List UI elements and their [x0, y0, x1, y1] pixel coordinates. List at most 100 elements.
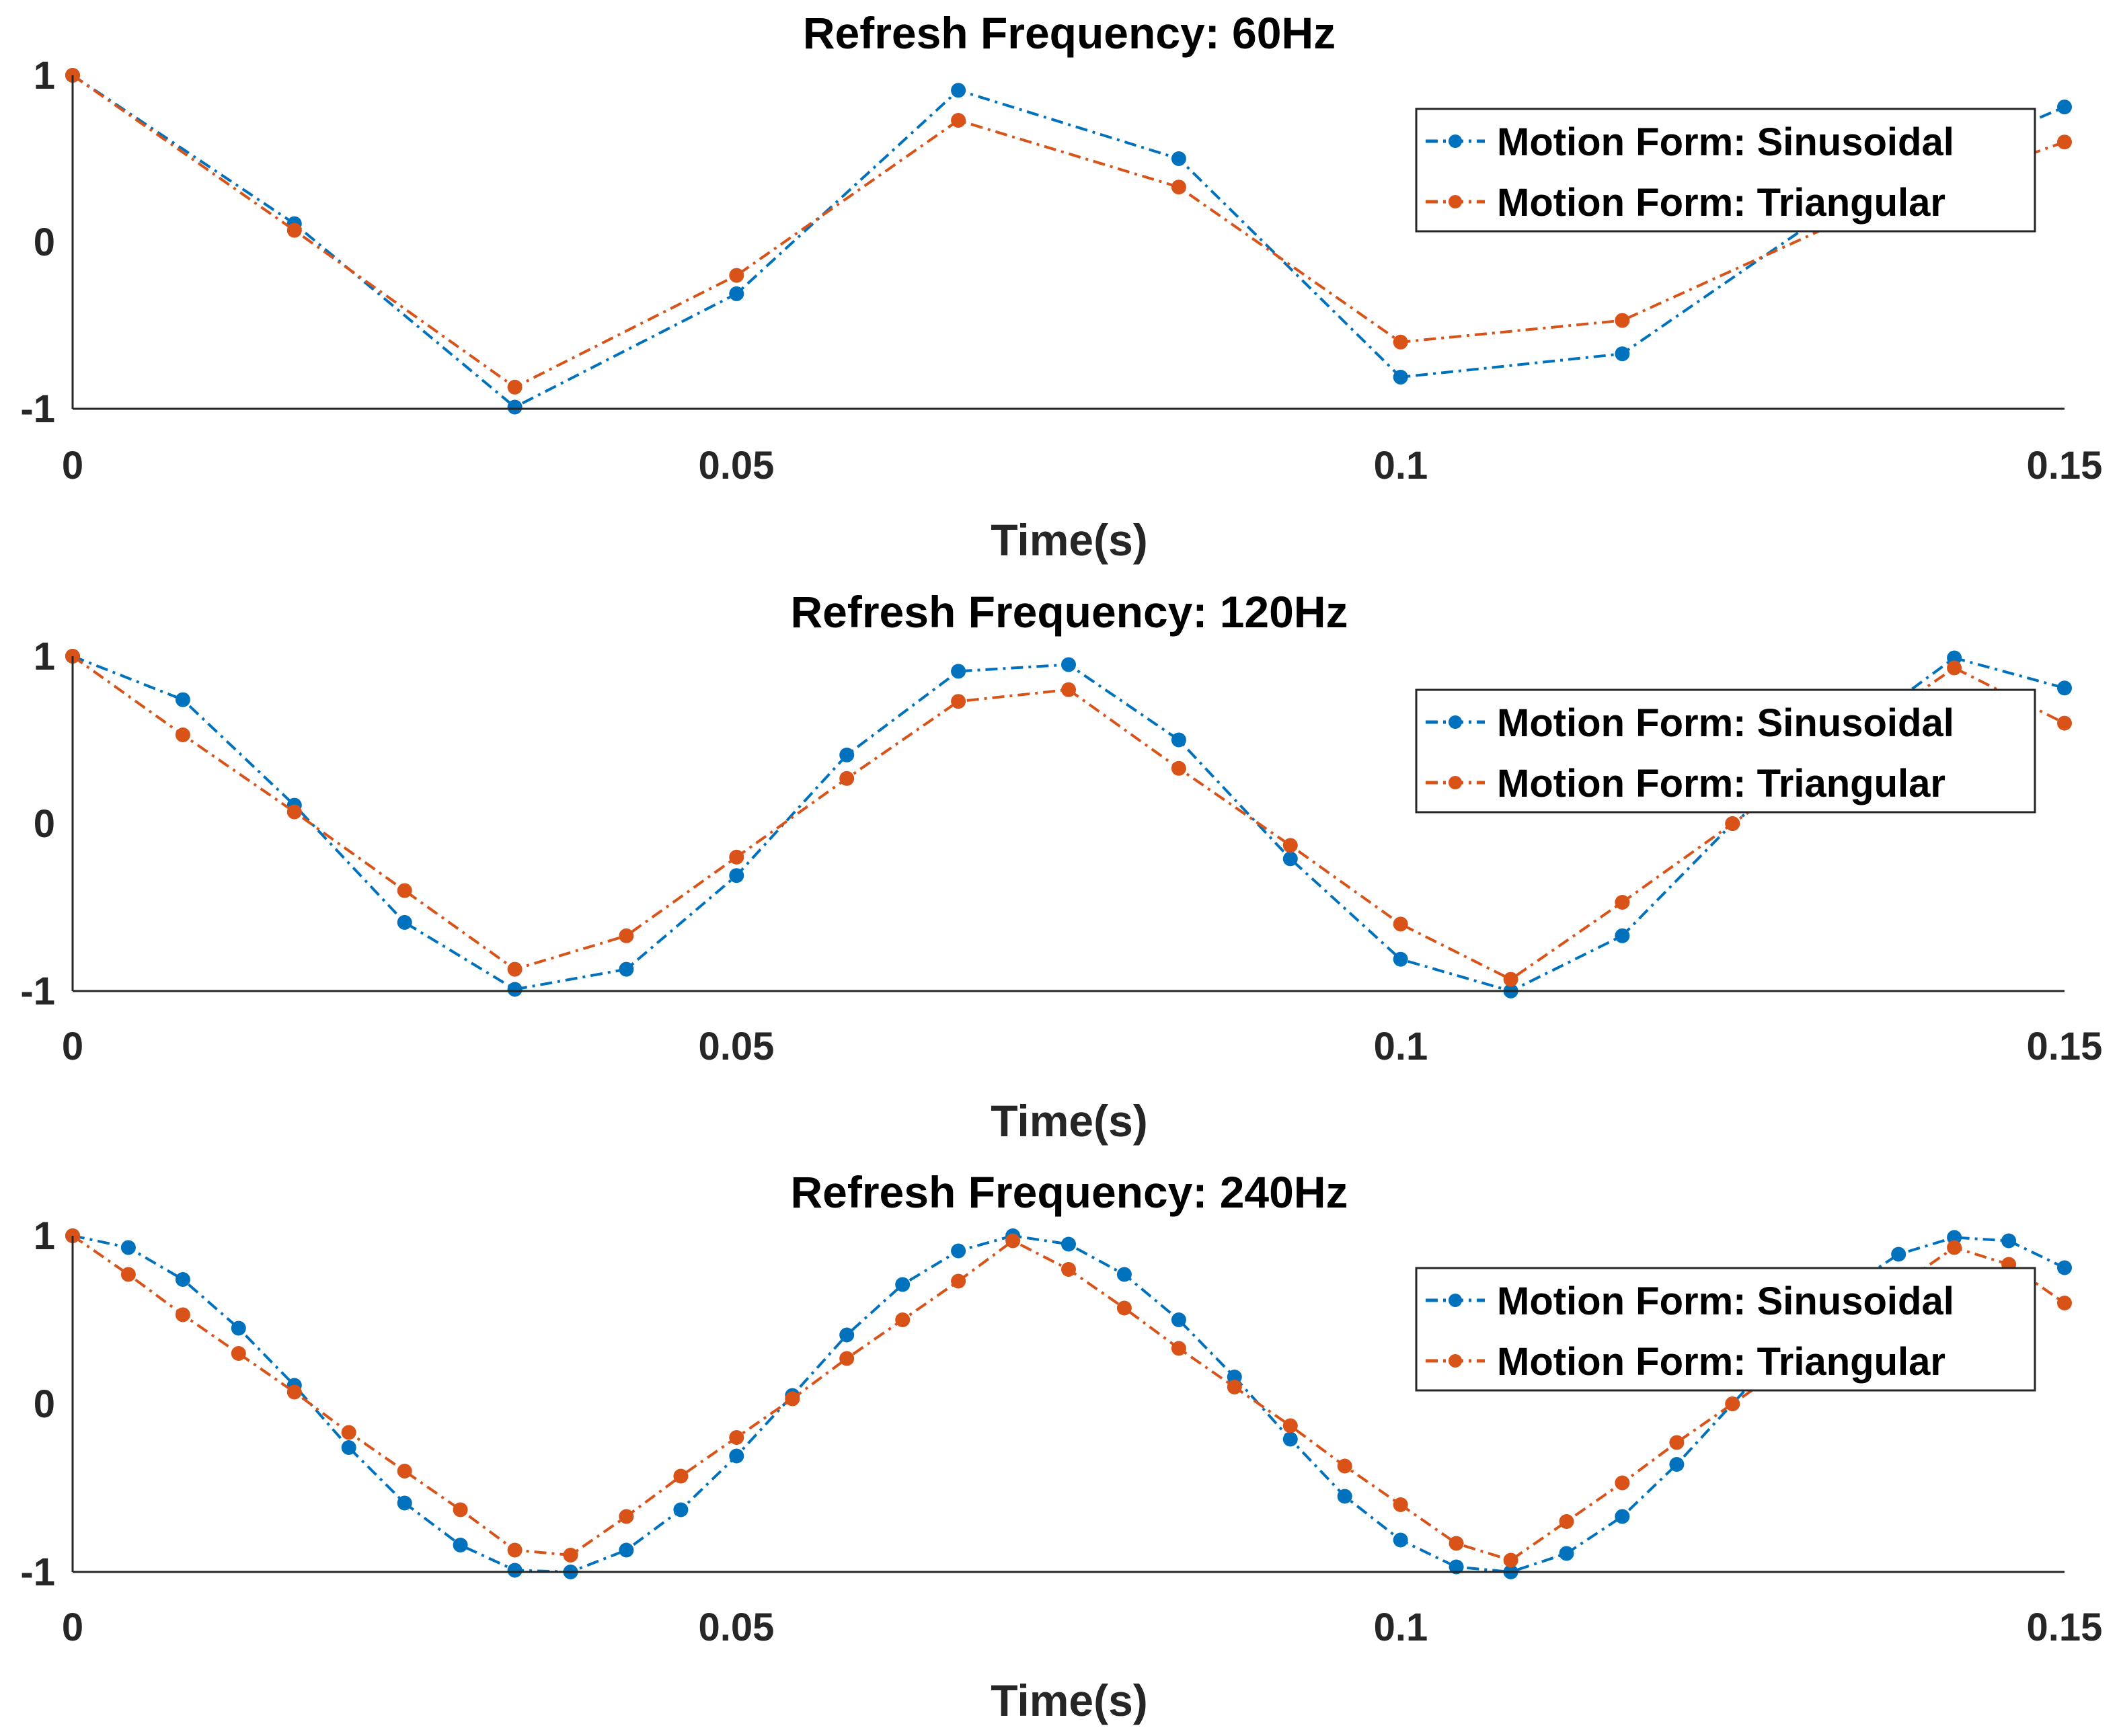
data-point-sinusoidal — [1615, 1509, 1630, 1524]
data-point-sinusoidal — [619, 1542, 634, 1558]
data-point-triangular — [1171, 1341, 1186, 1356]
data-point-triangular — [1559, 1514, 1574, 1529]
data-point-sinusoidal — [2001, 1233, 2017, 1249]
data-point-sinusoidal — [1171, 732, 1186, 748]
legend-label-sinusoidal: Motion Form: Sinusoidal — [1497, 120, 1954, 164]
data-point-sinusoidal — [175, 1272, 190, 1287]
legend-marker-triangular — [1449, 195, 1462, 208]
data-point-triangular — [1615, 313, 1630, 328]
legend-marker-sinusoidal — [1449, 715, 1462, 729]
chart-panel-120hz: Refresh Frequency: 120Hz 1 0 -1 0 0.05 0… — [20, 587, 2102, 1146]
data-point-sinusoidal — [951, 664, 966, 679]
y-tick-label: 1 — [34, 635, 55, 678]
data-point-triangular — [729, 1430, 744, 1445]
data-point-triangular — [839, 1351, 855, 1366]
data-point-triangular — [673, 1468, 689, 1484]
x-axis-label: Time(s) — [991, 1675, 1148, 1725]
data-point-sinusoidal — [1559, 1546, 1574, 1561]
data-point-triangular — [175, 1307, 190, 1323]
data-point-triangular — [1393, 1497, 1408, 1512]
data-point-sinusoidal — [729, 1448, 744, 1464]
chart-title: Refresh Frequency: 120Hz — [791, 587, 1348, 637]
data-point-sinusoidal — [619, 961, 634, 977]
data-point-triangular — [785, 1391, 800, 1407]
data-point-triangular — [729, 849, 744, 865]
y-tick-label: -1 — [20, 1550, 55, 1594]
y-tick-label: 1 — [34, 54, 55, 97]
legend-label-triangular: Motion Form: Triangular — [1497, 1340, 1945, 1384]
data-point-triangular — [729, 268, 744, 283]
data-point-triangular — [286, 804, 302, 820]
data-point-sinusoidal — [231, 1320, 246, 1336]
chart-title: Refresh Frequency: 240Hz — [791, 1167, 1348, 1217]
x-tick-label: 0 — [62, 444, 83, 487]
data-point-triangular — [619, 928, 634, 943]
data-point-sinusoidal — [1891, 1247, 1906, 1262]
data-point-triangular — [1171, 760, 1186, 776]
legend-label-triangular: Motion Form: Triangular — [1497, 762, 1945, 805]
data-point-sinusoidal — [951, 83, 966, 98]
data-point-triangular — [951, 1273, 966, 1289]
data-point-triangular — [1615, 895, 1630, 910]
data-point-triangular — [453, 1502, 468, 1517]
data-point-sinusoidal — [729, 868, 744, 883]
x-tick-label: 0.05 — [699, 444, 775, 487]
data-point-triangular — [1005, 1233, 1021, 1249]
data-point-triangular — [1061, 1262, 1076, 1277]
x-axis-label: Time(s) — [991, 515, 1148, 565]
data-point-triangular — [1116, 1300, 1132, 1316]
data-point-triangular — [1725, 1396, 1740, 1411]
data-point-sinusoidal — [1282, 851, 1298, 867]
data-point-triangular — [1061, 682, 1076, 697]
data-point-triangular — [175, 727, 190, 742]
data-point-triangular — [951, 694, 966, 709]
x-tick-label: 0.15 — [2027, 1025, 2103, 1068]
data-point-sinusoidal — [507, 982, 523, 997]
data-point-triangular — [1449, 1536, 1464, 1551]
data-point-sinusoidal — [839, 747, 855, 762]
data-point-triangular — [1337, 1458, 1352, 1474]
legend-marker-sinusoidal — [1449, 1294, 1462, 1307]
data-point-triangular — [507, 379, 523, 395]
legend-box — [1415, 1267, 2036, 1392]
data-point-sinusoidal — [1116, 1267, 1132, 1282]
data-point-sinusoidal — [175, 692, 190, 707]
data-point-sinusoidal — [2057, 680, 2072, 696]
data-point-sinusoidal — [507, 1563, 523, 1578]
data-point-sinusoidal — [1669, 1457, 1685, 1472]
data-point-triangular — [1947, 1240, 1962, 1255]
plot-area — [65, 1228, 2072, 1579]
legend-box — [1415, 108, 2036, 233]
x-tick-label: 0.15 — [2027, 1606, 2103, 1649]
legend: Motion Form: Sinusoidal Motion Form: Tri… — [1415, 1267, 2036, 1392]
data-point-triangular — [286, 1384, 302, 1400]
chart-panel-60hz: Refresh Frequency: 60Hz 1 0 -1 0 0.05 0.… — [20, 8, 2102, 565]
y-tick-label: -1 — [20, 387, 55, 431]
data-point-sinusoidal — [951, 1243, 966, 1259]
x-tick-label: 0.1 — [1374, 1606, 1428, 1649]
x-axis-label: Time(s) — [991, 1096, 1148, 1146]
data-point-triangular — [2057, 715, 2072, 731]
data-point-sinusoidal — [507, 399, 523, 415]
data-point-triangular — [1947, 660, 1962, 676]
data-point-sinusoidal — [1615, 928, 1630, 943]
data-point-triangular — [1282, 1418, 1298, 1433]
data-point-triangular — [120, 1267, 136, 1282]
data-point-sinusoidal — [1061, 657, 1076, 672]
data-point-sinusoidal — [729, 286, 744, 301]
data-point-sinusoidal — [673, 1502, 689, 1517]
data-point-sinusoidal — [1171, 151, 1186, 166]
legend: Motion Form: Sinusoidal Motion Form: Tri… — [1415, 688, 2036, 814]
legend-label-sinusoidal: Motion Form: Sinusoidal — [1497, 701, 1954, 745]
data-point-triangular — [619, 1509, 634, 1524]
y-tick-label: 0 — [34, 1382, 55, 1426]
data-point-triangular — [397, 883, 412, 898]
legend-box — [1415, 688, 2036, 814]
x-tick-label: 0.1 — [1374, 1025, 1428, 1068]
data-point-sinusoidal — [397, 914, 412, 930]
data-point-triangular — [1393, 334, 1408, 350]
data-point-sinusoidal — [1393, 369, 1408, 385]
data-point-triangular — [507, 961, 523, 977]
